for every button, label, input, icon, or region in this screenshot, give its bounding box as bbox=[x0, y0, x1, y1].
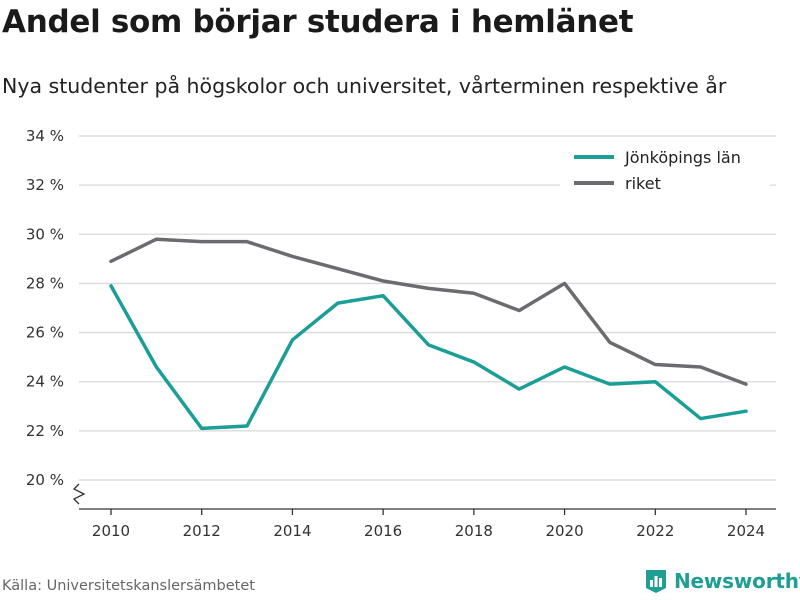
y-tick-label: 24 % bbox=[26, 373, 64, 391]
series-lines bbox=[109, 237, 748, 431]
legend-label: riket bbox=[625, 174, 661, 193]
brand-name: Newsworthy bbox=[674, 569, 800, 593]
axis-break-mark bbox=[72, 483, 86, 505]
x-tick-label: 2024 bbox=[727, 522, 765, 540]
x-tick-label: 2022 bbox=[636, 522, 674, 540]
y-tick-label: 22 % bbox=[26, 422, 64, 440]
source-note: Källa: Universitetskanslersämbetet bbox=[2, 578, 255, 594]
bar-chart-logo-icon bbox=[646, 570, 666, 593]
x-tick-label: 2016 bbox=[364, 522, 402, 540]
x-tick-label: 2014 bbox=[273, 522, 311, 540]
y-tick-label: 30 % bbox=[26, 225, 64, 243]
y-tick-label: 26 % bbox=[26, 324, 64, 342]
y-tick-label: 34 % bbox=[26, 127, 64, 145]
legend: Jönköpings län riket bbox=[560, 142, 770, 196]
y-tick-label: 20 % bbox=[26, 471, 64, 489]
x-tick-label: 2010 bbox=[92, 522, 130, 540]
y-tick-label: 28 % bbox=[26, 274, 64, 292]
chart-subtitle: Nya studenter på högskolor och universit… bbox=[2, 74, 727, 98]
x-tick-label: 2012 bbox=[183, 522, 221, 540]
y-tick-label: 32 % bbox=[26, 176, 64, 194]
series-jonkoping-line bbox=[109, 284, 748, 431]
chart-title: Andel som börjar studera i hemlänet bbox=[2, 4, 634, 40]
axes: 20 % 22 % 24 % 26 % 28 % 30 % 32 % 34 % 2010 2012… bbox=[26, 127, 776, 540]
legend-label: Jönköpings län bbox=[624, 148, 741, 167]
x-tick-label: 2020 bbox=[545, 522, 583, 540]
series-riket-line bbox=[109, 237, 748, 386]
x-tick-label: 2018 bbox=[455, 522, 493, 540]
legend-background bbox=[560, 142, 770, 196]
brand-logo: Newsworthy bbox=[644, 568, 800, 594]
